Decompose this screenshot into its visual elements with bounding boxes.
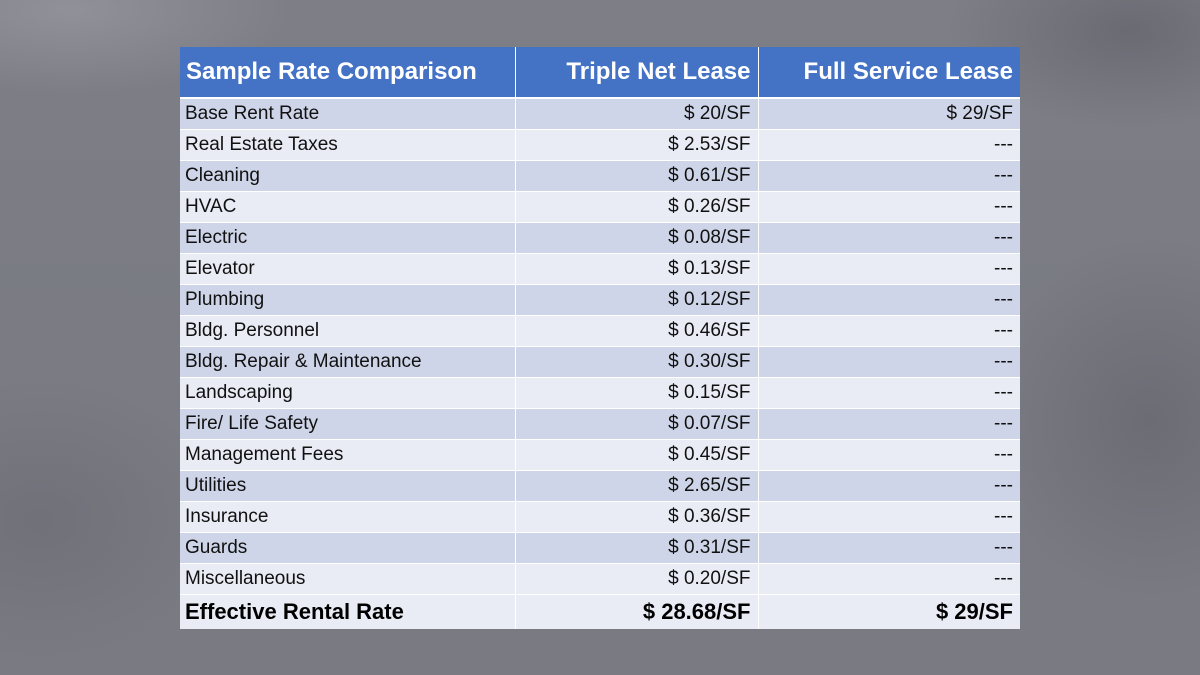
table-row: Insurance $ 0.36/SF --- xyxy=(180,501,1020,533)
row-triple-net-value: $ 0.30/SF xyxy=(515,346,759,378)
total-label: Effective Rental Rate xyxy=(180,594,516,629)
table-row: Guards $ 0.31/SF --- xyxy=(180,532,1020,564)
row-item-label: Fire/ Life Safety xyxy=(180,408,516,440)
header-triple-net-lease: Triple Net Lease xyxy=(515,47,759,99)
row-item-label: Landscaping xyxy=(180,377,516,409)
row-full-service-value: --- xyxy=(758,439,1020,471)
row-item-label: Base Rent Rate xyxy=(180,98,516,130)
table-row: Utilities $ 2.65/SF --- xyxy=(180,470,1020,502)
total-triple-net-value: $ 28.68/SF xyxy=(515,594,759,629)
total-row: Effective Rental Rate $ 28.68/SF $ 29/SF xyxy=(180,594,1020,629)
row-item-label: Bldg. Repair & Maintenance xyxy=(180,346,516,378)
row-item-label: Plumbing xyxy=(180,284,516,316)
row-item-label: Guards xyxy=(180,532,516,564)
row-full-service-value: --- xyxy=(758,346,1020,378)
row-full-service-value: --- xyxy=(758,160,1020,192)
row-triple-net-value: $ 0.26/SF xyxy=(515,191,759,223)
row-full-service-value: --- xyxy=(758,377,1020,409)
table-row: Real Estate Taxes $ 2.53/SF --- xyxy=(180,129,1020,161)
total-full-service-value: $ 29/SF xyxy=(758,594,1020,629)
table-row: Plumbing $ 0.12/SF --- xyxy=(180,284,1020,316)
table-row: HVAC $ 0.26/SF --- xyxy=(180,191,1020,223)
row-triple-net-value: $ 0.12/SF xyxy=(515,284,759,316)
table-row: Bldg. Personnel $ 0.46/SF --- xyxy=(180,315,1020,347)
row-full-service-value: --- xyxy=(758,253,1020,285)
row-triple-net-value: $ 2.65/SF xyxy=(515,470,759,502)
row-item-label: Bldg. Personnel xyxy=(180,315,516,347)
row-full-service-value: $ 29/SF xyxy=(758,98,1020,130)
row-triple-net-value: $ 0.08/SF xyxy=(515,222,759,254)
table-row: Landscaping $ 0.15/SF --- xyxy=(180,377,1020,409)
row-item-label: Insurance xyxy=(180,501,516,533)
table-row: Electric $ 0.08/SF --- xyxy=(180,222,1020,254)
row-triple-net-value: $ 0.61/SF xyxy=(515,160,759,192)
row-full-service-value: --- xyxy=(758,315,1020,347)
row-item-label: Elevator xyxy=(180,253,516,285)
rate-comparison-table: Sample Rate Comparison Triple Net Lease … xyxy=(180,47,1020,629)
table-row: Miscellaneous $ 0.20/SF --- xyxy=(180,563,1020,595)
row-item-label: Cleaning xyxy=(180,160,516,192)
table-row: Management Fees $ 0.45/SF --- xyxy=(180,439,1020,471)
table-body: Base Rent Rate $ 20/SF $ 29/SF Real Estate … xyxy=(180,98,1020,595)
table-row: Elevator $ 0.13/SF --- xyxy=(180,253,1020,285)
row-triple-net-value: $ 0.15/SF xyxy=(515,377,759,409)
row-triple-net-value: $ 0.31/SF xyxy=(515,532,759,564)
row-item-label: HVAC xyxy=(180,191,516,223)
row-full-service-value: --- xyxy=(758,532,1020,564)
row-triple-net-value: $ 20/SF xyxy=(515,98,759,130)
row-item-label: Management Fees xyxy=(180,439,516,471)
table-row: Fire/ Life Safety $ 0.07/SF --- xyxy=(180,408,1020,440)
row-triple-net-value: $ 0.20/SF xyxy=(515,563,759,595)
row-full-service-value: --- xyxy=(758,191,1020,223)
table-header: Sample Rate Comparison Triple Net Lease … xyxy=(180,47,1020,99)
header-full-service-lease: Full Service Lease xyxy=(758,47,1020,99)
table-row: Cleaning $ 0.61/SF --- xyxy=(180,160,1020,192)
row-full-service-value: --- xyxy=(758,501,1020,533)
table-row: Base Rent Rate $ 20/SF $ 29/SF xyxy=(180,98,1020,130)
row-full-service-value: --- xyxy=(758,222,1020,254)
header-sample-rate-comparison: Sample Rate Comparison xyxy=(180,47,516,99)
row-triple-net-value: $ 0.13/SF xyxy=(515,253,759,285)
row-triple-net-value: $ 0.46/SF xyxy=(515,315,759,347)
row-item-label: Utilities xyxy=(180,470,516,502)
row-item-label: Electric xyxy=(180,222,516,254)
row-triple-net-value: $ 0.45/SF xyxy=(515,439,759,471)
row-item-label: Real Estate Taxes xyxy=(180,129,516,161)
row-full-service-value: --- xyxy=(758,408,1020,440)
row-full-service-value: --- xyxy=(758,129,1020,161)
row-triple-net-value: $ 2.53/SF xyxy=(515,129,759,161)
table-footer: Effective Rental Rate $ 28.68/SF $ 29/SF xyxy=(180,594,1020,629)
table-row: Bldg. Repair & Maintenance $ 0.30/SF --- xyxy=(180,346,1020,378)
row-full-service-value: --- xyxy=(758,563,1020,595)
row-full-service-value: --- xyxy=(758,470,1020,502)
row-triple-net-value: $ 0.36/SF xyxy=(515,501,759,533)
header-row: Sample Rate Comparison Triple Net Lease … xyxy=(180,47,1020,99)
row-item-label: Miscellaneous xyxy=(180,563,516,595)
row-full-service-value: --- xyxy=(758,284,1020,316)
row-triple-net-value: $ 0.07/SF xyxy=(515,408,759,440)
